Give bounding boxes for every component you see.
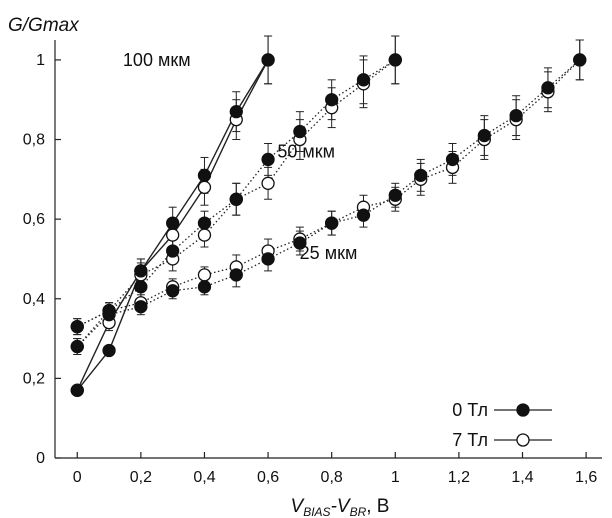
data-point-filled — [166, 216, 180, 230]
y-tick-label: 0,4 — [23, 291, 45, 308]
data-point-filled — [261, 252, 275, 266]
data-point-filled — [541, 81, 555, 95]
data-point-filled — [197, 216, 212, 230]
x-tick-label: 0,4 — [193, 469, 215, 486]
legend-label: 0 Тл — [452, 400, 488, 420]
y-tick-label: 0,6 — [23, 211, 45, 228]
x-tick-label: 0 — [73, 469, 82, 486]
data-point-filled — [102, 308, 116, 322]
data-point-filled — [229, 268, 243, 282]
data-point-open — [197, 228, 212, 242]
x-tick-label: 1,4 — [511, 469, 533, 486]
x-tick-label: 1,6 — [575, 469, 597, 486]
data-point-open — [197, 180, 212, 194]
x-axis-label-unit: , В — [366, 496, 389, 517]
annotation-label: 25 мкм — [300, 243, 358, 263]
annotation-label: 50 мкм — [277, 141, 335, 161]
series-line-4 — [76, 59, 581, 347]
legend-marker-filled — [516, 403, 530, 417]
data-point-filled — [70, 383, 84, 397]
x-tick-label: 0,2 — [130, 469, 152, 486]
data-point-filled — [261, 53, 275, 67]
data-point-filled — [388, 53, 402, 67]
data-point-filled — [134, 264, 148, 278]
data-point-filled — [293, 236, 307, 250]
data-point-filled — [261, 152, 275, 167]
data-point-filled — [414, 168, 428, 183]
data-point-filled — [388, 188, 402, 202]
data-point-open — [261, 176, 275, 190]
plot-area: 0 0,2 0,4 0,6 0,8 1 0 0,2 0,4 0,6 0,8 1 1,2 1,4 1,6 100… — [23, 35, 602, 486]
data-point-filled — [293, 124, 307, 139]
y-tick-label: 0 — [36, 450, 45, 467]
data-point-filled — [197, 280, 212, 294]
x-axis-label-sub2: BR — [350, 505, 367, 518]
data-point-filled — [477, 128, 491, 143]
x-tick-label: 1 — [391, 469, 400, 486]
legend-label: 7 Тл — [452, 430, 488, 450]
y-tick-label: 0,8 — [23, 132, 45, 149]
data-point-filled — [356, 73, 371, 87]
data-point-filled — [102, 343, 116, 358]
data-point-filled — [134, 280, 148, 294]
x-axis-label-main: V — [291, 496, 306, 517]
data-point-filled — [134, 300, 148, 314]
x-axis-label: VBIAS-VBR, В — [291, 496, 390, 518]
data-point-filled — [325, 93, 339, 107]
data-point-filled — [197, 168, 212, 183]
x-tick-label: 1,2 — [448, 469, 470, 486]
x-tick-label: 0,6 — [257, 469, 279, 486]
data-point-filled — [509, 108, 523, 123]
x-axis-label-sub1: BIAS — [303, 505, 330, 518]
x-tick-label: 0,8 — [321, 469, 343, 486]
data-point-filled — [166, 284, 180, 298]
data-point-filled — [573, 53, 587, 67]
data-point-filled — [70, 339, 84, 354]
data-point-filled — [356, 208, 371, 222]
x-axis-label-mid: -V — [331, 496, 352, 517]
legend: 0 Тл 7 Тл — [452, 400, 552, 450]
data-point-filled — [325, 216, 339, 230]
y-axis-label: G/Gmax — [8, 15, 80, 36]
legend-marker-open — [516, 433, 530, 447]
data-point-filled — [70, 319, 84, 334]
data-point-open — [166, 228, 180, 242]
data-point-filled — [229, 192, 243, 206]
y-tick-label: 0,2 — [23, 370, 45, 387]
annotation-label: 100 мкм — [123, 50, 191, 70]
y-tick-label: 1 — [36, 52, 45, 69]
data-point-filled — [166, 244, 180, 258]
data-point-filled — [229, 105, 243, 119]
data-point-open — [197, 268, 212, 282]
data-point-filled — [445, 152, 460, 167]
